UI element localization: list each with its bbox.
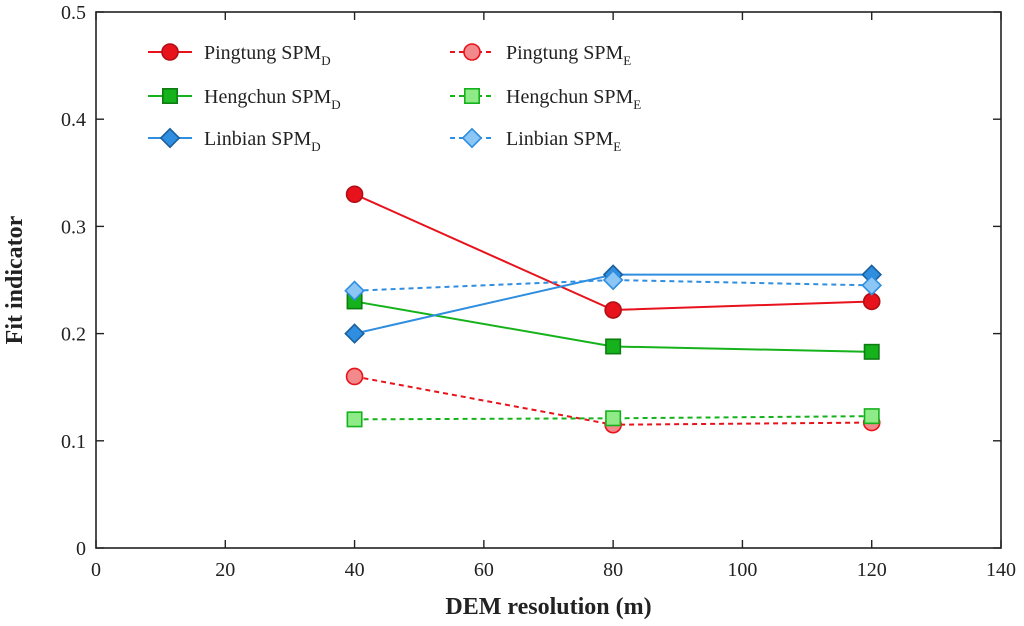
legend-label-base: Linbian SPM: [204, 128, 311, 150]
series-layer: [344, 185, 883, 434]
series-hengchun-spm-d: [346, 293, 880, 360]
legend-label-base: Linbian SPM: [506, 128, 613, 150]
x-tick-label: 20: [215, 559, 235, 581]
legend-label: Pingtung SPME: [506, 42, 631, 68]
legend-label-base: Hengchun SPM: [204, 86, 331, 108]
legend-label-base: Pingtung SPM: [506, 42, 623, 64]
y-tick-label: 0.2: [61, 324, 86, 346]
x-tick-label: 120: [857, 559, 887, 581]
legend-entry: Linbian SPME: [450, 127, 621, 154]
legend-label-subscript: D: [311, 139, 320, 154]
data-point-diamond: [461, 127, 483, 149]
plot-frame: [95, 11, 1002, 549]
legend-label-subscript: D: [321, 53, 330, 68]
data-point-square: [346, 411, 363, 428]
data-point-circle: [862, 292, 881, 311]
legend-label-subscript: E: [633, 97, 641, 112]
x-tick-label: 140: [986, 559, 1016, 581]
data-point-diamond: [344, 280, 365, 302]
x-tick-label: 100: [727, 559, 757, 581]
legend-label: Hengchun SPMD: [204, 86, 341, 112]
data-point-diamond: [344, 323, 365, 344]
x-tick-label: 60: [474, 559, 494, 581]
legend-label: Hengchun SPME: [506, 86, 641, 112]
legend-label-subscript: E: [613, 139, 621, 154]
x-tick-label: 0: [91, 559, 101, 581]
legend-entry: Hengchun SPME: [450, 86, 641, 112]
x-tick-label: 40: [345, 559, 365, 581]
legend-label: Pingtung SPMD: [204, 42, 331, 68]
y-tick-label: 0.4: [61, 109, 86, 131]
legend-entry: Pingtung SPMD: [148, 42, 331, 68]
y-tick-label: 0.5: [61, 2, 86, 24]
series-pingtung-spm-d: [345, 185, 881, 319]
data-point-square: [863, 343, 880, 360]
legend-entry: Pingtung SPME: [450, 42, 631, 68]
data-point-diamond: [861, 275, 883, 296]
data-point-circle: [604, 301, 622, 319]
y-axis-title: Fit indicator: [2, 215, 28, 344]
data-point-square: [162, 88, 179, 105]
series-linbian-spm-e: [344, 269, 883, 302]
data-point-diamond: [602, 269, 624, 291]
y-tick-label: 0.3: [61, 216, 86, 238]
data-point-diamond: [159, 127, 181, 149]
legend-label-subscript: D: [331, 97, 340, 112]
data-point-square: [863, 408, 880, 425]
data-point-square: [463, 88, 480, 105]
y-tick-label: 0.1: [61, 431, 86, 453]
legend-label-base: Hengchun SPM: [506, 86, 633, 108]
legend-entry: Hengchun SPMD: [148, 86, 341, 112]
x-tick-label: 80: [603, 559, 623, 581]
data-point-square: [605, 338, 622, 355]
legend-label-base: Pingtung SPM: [204, 42, 321, 64]
legend-label: Linbian SPME: [506, 128, 621, 154]
y-tick-label: 0: [76, 538, 86, 560]
data-point-circle: [345, 367, 364, 386]
axes: 0 20 40 60 80 100 120 140 0 0.1 0.2 0.3 0.4 0.5: [61, 2, 1016, 581]
data-point-circle: [463, 43, 481, 61]
x-axis-title: DEM resolution (m): [445, 594, 651, 620]
series-line: [354, 193, 872, 312]
legend-label-subscript: E: [623, 53, 631, 68]
series-hengchun-spm-e: [346, 408, 880, 428]
legend-entry: Linbian SPMD: [148, 127, 321, 154]
data-point-circle: [345, 185, 364, 204]
data-point-circle: [161, 43, 179, 61]
legend-label: Linbian SPMD: [204, 128, 321, 154]
data-point-square: [605, 410, 622, 427]
